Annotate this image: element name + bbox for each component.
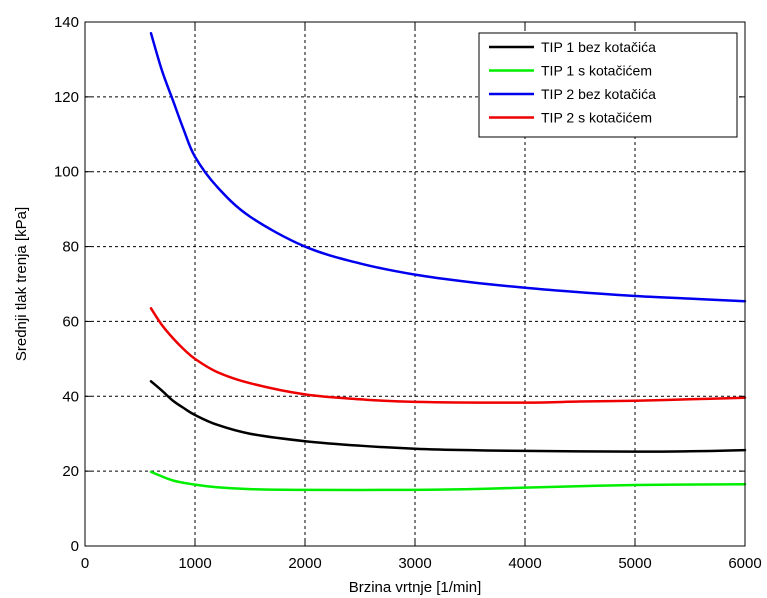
y-tick-label: 0 [71, 538, 79, 555]
grid [85, 22, 745, 546]
series-line-4 [149, 307, 747, 404]
series-lines [149, 31, 747, 492]
legend: TIP 1 bez kotačića TIP 1 s kotačićem TIP 2… [478, 32, 738, 138]
series-line-1 [149, 380, 747, 453]
x-tick-label: 4000 [508, 555, 541, 572]
legend-label-4: TIP 2 s kotačićem [541, 110, 652, 126]
series-line-3 [149, 31, 747, 303]
legend-label-2: TIP 1 s kotačićem [541, 63, 652, 79]
y-tick-label: 100 [54, 164, 79, 181]
legend-label-3: TIP 2 bez kotačića [541, 86, 656, 102]
x-tick-label: 5000 [618, 555, 651, 572]
series-line-2 [149, 470, 747, 492]
x-tick-label: 1000 [178, 555, 211, 572]
axis-ticks: 0 1000 2000 3000 4000 5000 6000 0 20 40 60 80 100 120… [54, 14, 762, 572]
x-tick-label: 2000 [288, 555, 321, 572]
y-tick-label: 120 [54, 89, 79, 106]
y-tick-label: 20 [62, 463, 79, 480]
y-tick-label: 40 [62, 388, 79, 405]
y-axis-label: Srednji tlak trenja [kPa] [13, 207, 30, 361]
x-axis-label: Brzina vrtnje [1/min] [349, 579, 482, 596]
legend-label-1: TIP 1 bez kotačića [541, 39, 656, 55]
x-tick-label: 0 [81, 555, 89, 572]
x-tick-label: 6000 [728, 555, 761, 572]
x-tick-label: 3000 [398, 555, 431, 572]
y-tick-label: 80 [62, 239, 79, 256]
y-tick-label: 60 [62, 313, 79, 330]
legend-box [478, 32, 738, 138]
y-tick-label: 140 [54, 14, 79, 31]
